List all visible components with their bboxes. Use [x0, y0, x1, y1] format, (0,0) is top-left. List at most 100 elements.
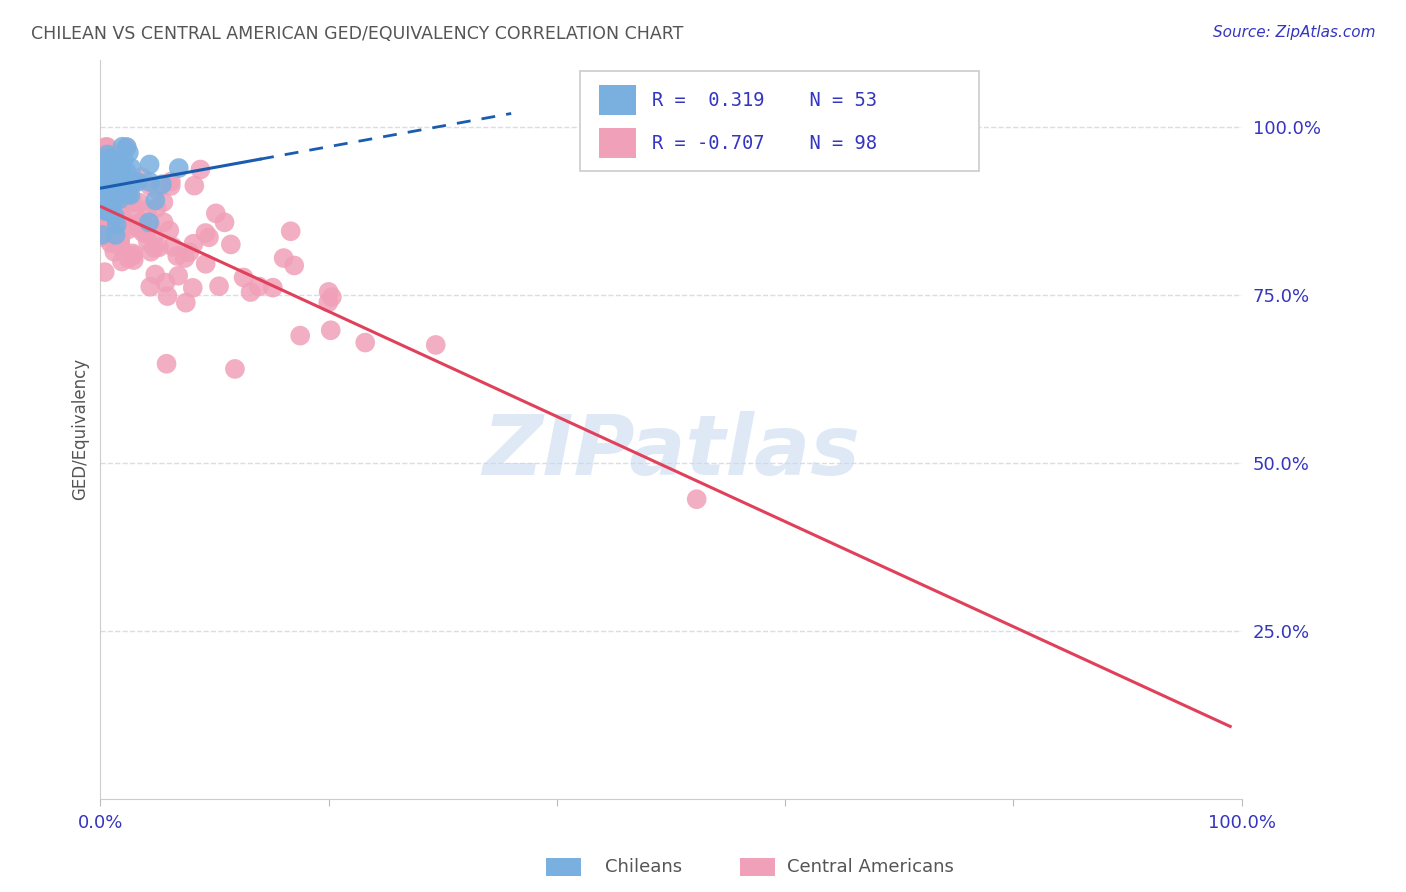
Point: [98, 152, 121, 166]
Point: [686, 492, 709, 507]
Point: [93, 226, 115, 240]
Point: [143, 268, 166, 282]
Text: Chileans: Chileans: [605, 858, 682, 876]
Point: [155, 357, 177, 371]
Point: [138, 175, 160, 189]
Point: [100, 236, 122, 251]
Point: [94, 190, 117, 204]
Point: [110, 240, 132, 254]
Point: [132, 215, 155, 229]
Point: [97, 185, 120, 199]
Point: [179, 245, 201, 260]
Point: [108, 193, 131, 207]
Point: [90, 149, 112, 163]
Point: [138, 157, 160, 171]
Point: [100, 170, 122, 185]
Point: [96, 175, 118, 189]
Point: [208, 279, 231, 293]
Point: [105, 176, 128, 190]
Point: [91, 227, 114, 242]
Point: [143, 194, 166, 208]
Text: R =  0.319    N = 53: R = 0.319 N = 53: [651, 91, 876, 110]
Point: [117, 252, 139, 266]
Bar: [599, 128, 636, 158]
Point: [117, 187, 139, 202]
Point: [91, 228, 114, 243]
Point: [101, 171, 124, 186]
Point: [90, 178, 112, 192]
Point: [146, 183, 169, 197]
Point: [214, 215, 236, 229]
Point: [107, 187, 129, 202]
Point: [112, 212, 135, 227]
Point: [98, 186, 121, 200]
Point: [173, 251, 195, 265]
Point: [125, 219, 148, 234]
Point: [93, 265, 115, 279]
Point: [122, 204, 145, 219]
Point: [167, 268, 190, 283]
Point: [150, 178, 173, 192]
Point: [112, 153, 135, 167]
Point: [91, 168, 114, 182]
Point: [110, 229, 132, 244]
Point: [104, 184, 127, 198]
Point: [120, 161, 142, 175]
Point: [111, 254, 134, 268]
Point: [107, 186, 129, 200]
Point: [122, 253, 145, 268]
Point: [159, 178, 181, 193]
Text: R = -0.707    N = 98: R = -0.707 N = 98: [651, 134, 876, 153]
Point: [104, 227, 127, 242]
Point: [101, 178, 124, 193]
Point: [100, 209, 122, 223]
Bar: [599, 86, 636, 115]
Point: [103, 244, 125, 259]
Point: [100, 186, 122, 201]
Point: [94, 140, 117, 154]
Point: [155, 276, 177, 290]
Point: [139, 280, 162, 294]
Point: [111, 139, 134, 153]
Point: [132, 226, 155, 240]
Point: [174, 295, 197, 310]
Point: [112, 169, 135, 183]
Point: [101, 162, 124, 177]
Point: [94, 160, 117, 174]
Point: [321, 290, 343, 304]
Point: [97, 209, 120, 223]
Point: [152, 215, 174, 229]
Point: [118, 190, 141, 204]
Point: [97, 170, 120, 185]
Point: [139, 217, 162, 231]
Point: [194, 226, 217, 240]
Point: [167, 161, 190, 175]
Text: CHILEAN VS CENTRAL AMERICAN GED/EQUIVALENCY CORRELATION CHART: CHILEAN VS CENTRAL AMERICAN GED/EQUIVALE…: [31, 25, 683, 43]
Point: [103, 209, 125, 223]
Point: [120, 188, 142, 202]
Point: [205, 206, 228, 220]
Point: [219, 237, 242, 252]
Point: [148, 240, 170, 254]
Point: [105, 150, 128, 164]
Point: [122, 175, 145, 189]
Point: [90, 202, 112, 216]
Point: [96, 147, 118, 161]
Point: [181, 281, 204, 295]
Point: [98, 188, 121, 202]
Point: [103, 217, 125, 231]
Point: [122, 248, 145, 262]
Point: [319, 323, 342, 337]
Point: [98, 186, 121, 200]
Point: [96, 164, 118, 178]
Point: [239, 285, 262, 299]
Point: [98, 204, 121, 219]
Point: [142, 229, 165, 244]
Point: [157, 223, 180, 237]
Point: [101, 157, 124, 171]
Point: [105, 218, 128, 232]
Point: [128, 195, 150, 210]
Point: [262, 280, 284, 294]
Point: [138, 215, 160, 229]
Point: [118, 145, 141, 160]
